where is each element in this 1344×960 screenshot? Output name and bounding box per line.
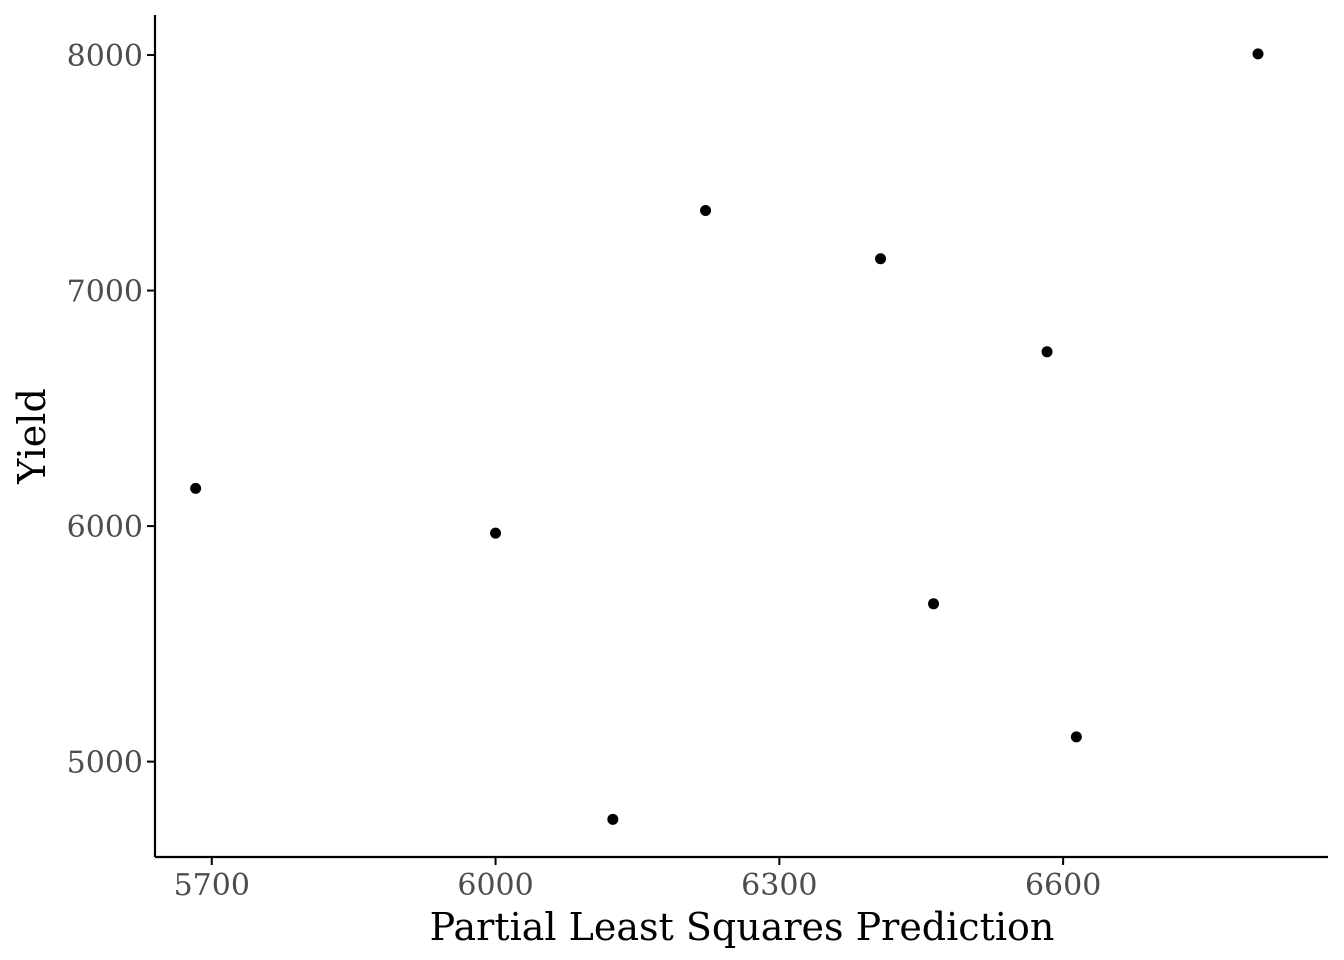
x-tick-label: 5700 bbox=[174, 868, 250, 903]
y-tick-label: 6000 bbox=[67, 510, 143, 545]
data-point bbox=[490, 527, 502, 539]
data-point bbox=[1041, 346, 1053, 358]
y-axis-ticks: 5000 6000 7000 8000 bbox=[67, 39, 155, 781]
data-point bbox=[190, 482, 202, 494]
data-point bbox=[1070, 731, 1082, 743]
y-tick-label: 8000 bbox=[67, 39, 143, 74]
y-axis-title: Yield bbox=[10, 388, 54, 485]
data-points bbox=[190, 48, 1264, 825]
x-tick-label: 6300 bbox=[741, 868, 817, 903]
data-point bbox=[607, 813, 619, 825]
x-tick-label: 6000 bbox=[457, 868, 533, 903]
y-tick-label: 7000 bbox=[67, 275, 143, 310]
x-tick-label: 6600 bbox=[1025, 868, 1101, 903]
x-axis-ticks: 5700 6000 6300 6600 bbox=[174, 857, 1101, 903]
data-point bbox=[700, 204, 712, 216]
y-tick-label: 5000 bbox=[67, 746, 143, 781]
data-point bbox=[875, 253, 887, 265]
data-point bbox=[928, 598, 940, 610]
data-point bbox=[1252, 48, 1264, 60]
x-axis-title: Partial Least Squares Prediction bbox=[430, 905, 1055, 949]
